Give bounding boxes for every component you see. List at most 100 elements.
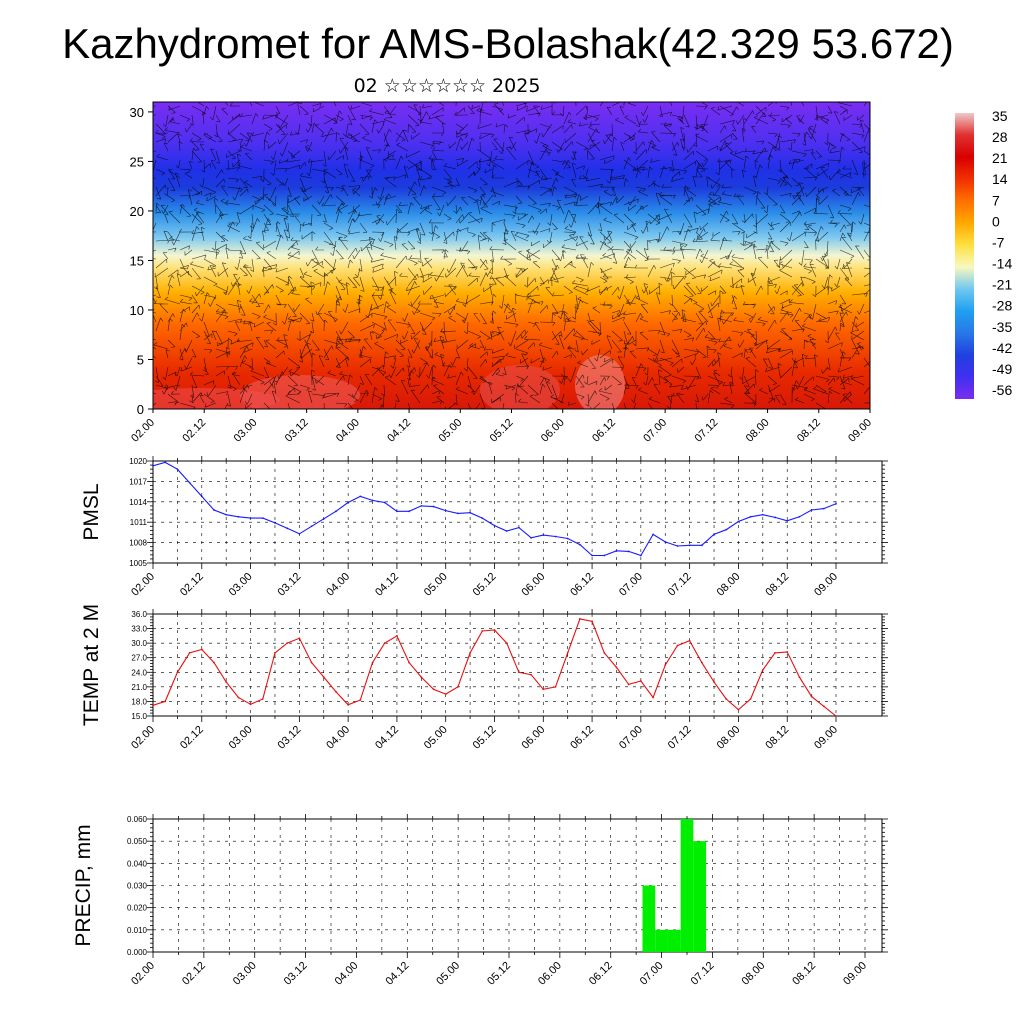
data-point [835, 502, 837, 505]
x-tick-label: 06.00 [519, 724, 547, 752]
data-point [152, 464, 154, 467]
data-point [542, 688, 545, 691]
data-point [603, 651, 606, 654]
x-tick-label: 08.00 [744, 417, 772, 445]
data-point [274, 651, 276, 654]
colorbar-label: -56 [992, 382, 1012, 398]
data-point [725, 698, 728, 700]
data-point [749, 515, 752, 518]
warm-cell [153, 388, 280, 409]
data-point [164, 700, 167, 703]
data-point [530, 536, 532, 539]
data-point [761, 513, 764, 516]
data-point [298, 637, 301, 640]
heatmap-field [153, 102, 870, 409]
x-tick-label: 09.00 [812, 724, 840, 752]
y-tick-label: 30 [130, 105, 144, 120]
x-tick-label: 04.00 [334, 417, 362, 445]
colorbar-label: 21 [992, 150, 1008, 166]
data-point [652, 696, 654, 699]
data-point [359, 495, 362, 498]
y-tick-label: 1008 [129, 539, 147, 548]
colorbar-label: -49 [992, 361, 1012, 377]
data-point [505, 642, 508, 645]
x-tick-label: 08.12 [790, 960, 818, 988]
data-point [542, 534, 545, 537]
data-point [615, 666, 618, 669]
x-tick-label: 06.12 [590, 417, 618, 445]
x-tick-label: 05.12 [488, 417, 516, 445]
data-point [566, 537, 569, 540]
x-tick-label: 05.12 [485, 960, 513, 988]
data-point [274, 521, 276, 524]
data-point [347, 703, 350, 706]
x-tick-label: 04.00 [324, 571, 352, 599]
x-tick-label: 06.12 [568, 724, 596, 752]
x-tick-label: 07.00 [617, 571, 645, 599]
x-tick-label: 06.00 [539, 417, 567, 445]
warm-cell [480, 365, 560, 409]
colorbar-label: 28 [992, 129, 1008, 145]
panel-frame [152, 818, 883, 953]
y-tick-label: 15.0 [131, 712, 147, 721]
x-tick-label: 03.12 [276, 724, 304, 752]
data-point [383, 501, 386, 504]
x-tick-label: 08.12 [763, 724, 791, 752]
data-point [737, 708, 740, 711]
data-point [420, 676, 423, 679]
data-point [200, 495, 203, 498]
data-point [774, 651, 776, 654]
y-tick-label: 1011 [130, 518, 148, 527]
data-point [664, 541, 667, 543]
colorbar-label: -35 [992, 319, 1012, 335]
data-point [383, 642, 386, 645]
x-tick-label: 08.12 [795, 417, 823, 445]
x-tick-label: 03.12 [283, 417, 311, 445]
colorbar-label: -28 [992, 298, 1012, 314]
data-point [798, 676, 801, 679]
panel-ticks [147, 814, 888, 958]
precip-bar [680, 819, 694, 952]
data-point [517, 671, 520, 674]
data-point [554, 535, 557, 538]
x-tick-label: 02.12 [180, 417, 208, 445]
wind-barb-strokes [153, 102, 870, 409]
y-tick-label: 33.0 [131, 625, 147, 634]
y-tick-label: 0.060 [127, 815, 148, 824]
data-point [725, 528, 728, 531]
data-point [737, 520, 740, 523]
x-tick-label: 07.00 [641, 417, 669, 445]
precip-bar [655, 929, 668, 952]
data-point [249, 517, 252, 520]
data-point [176, 468, 179, 471]
data-point [408, 661, 411, 664]
x-tick-label: 07.12 [666, 724, 694, 752]
x-tick-label: 06.12 [568, 571, 596, 599]
data-point [627, 683, 630, 686]
data-point [700, 661, 703, 664]
data-point [322, 676, 325, 679]
x-tick-label: 02.12 [178, 571, 206, 599]
colorbar-label: -7 [992, 234, 1005, 250]
x-tick-label: 05.00 [436, 417, 464, 445]
data-point [554, 685, 557, 688]
y-tick-label: 10 [130, 303, 144, 318]
data-point [225, 681, 228, 683]
data-point [457, 685, 459, 688]
data-point [688, 544, 691, 547]
x-tick-label: 09.00 [812, 571, 840, 599]
data-point [371, 499, 374, 502]
x-tick-label: 05.00 [422, 724, 450, 752]
x-tick-label: 08.12 [763, 571, 791, 599]
data-point [774, 516, 776, 519]
data-point [432, 688, 435, 691]
y-tick-label: 24.0 [131, 668, 147, 677]
x-tick-label: 08.00 [739, 960, 767, 988]
x-tick-label: 07.12 [693, 417, 721, 445]
warm-cell [575, 355, 625, 409]
data-point [761, 668, 764, 671]
panel-ticks [147, 456, 888, 569]
data-point [322, 517, 325, 520]
y-tick-label: 0.030 [127, 882, 148, 891]
